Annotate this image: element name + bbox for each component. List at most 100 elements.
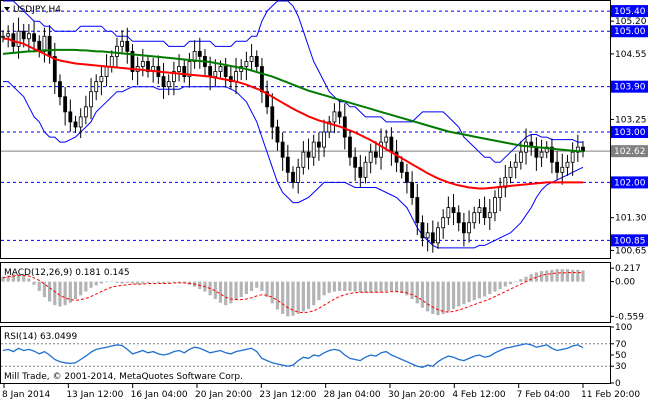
candle-body — [560, 166, 565, 173]
candle — [539, 139, 544, 168]
macd-bar — [332, 281, 337, 292]
chart-title: USDJPY,H4 — [13, 5, 61, 15]
candle — [508, 161, 513, 184]
level-badge-label: 103.90 — [614, 83, 646, 93]
candle — [306, 138, 311, 170]
macd-bar — [11, 274, 15, 282]
rsi-tick-label: 100 — [615, 323, 632, 333]
candle-body — [182, 66, 187, 77]
macd-bar — [260, 281, 264, 291]
candle-body — [456, 212, 461, 224]
macd-bar — [457, 281, 461, 307]
candle — [197, 37, 202, 69]
candle-body — [420, 222, 425, 239]
candle — [32, 21, 36, 52]
candle — [570, 142, 575, 176]
candle-body — [301, 151, 306, 168]
macd-bar — [291, 281, 295, 316]
macd-bar — [550, 269, 554, 282]
candle-body — [503, 176, 508, 188]
macd-bar — [389, 281, 393, 291]
candle-body — [467, 222, 471, 234]
macd-bar — [94, 281, 98, 286]
macd-bar — [472, 281, 476, 301]
candle-body — [306, 151, 311, 158]
macd-bar — [84, 281, 88, 292]
rsi-title: RSI(14) 63.0499 — [4, 332, 77, 342]
candle — [63, 86, 68, 126]
macd-bar — [394, 281, 399, 292]
candle — [171, 61, 176, 96]
macd-bar — [172, 281, 176, 283]
candle — [550, 138, 554, 174]
candle-body — [254, 56, 259, 67]
candle — [6, 25, 11, 48]
price-panel-frame — [0, 0, 611, 259]
candle — [363, 156, 368, 184]
candle — [120, 30, 125, 54]
candle — [358, 154, 363, 188]
macd-bar — [431, 281, 435, 314]
candle-body — [249, 56, 254, 62]
current-price-label: 102.62 — [614, 147, 646, 157]
candle — [301, 141, 306, 175]
time-tick-label: 28 Jan 04:00 — [324, 390, 381, 400]
bollinger-lower-line — [3, 81, 584, 249]
macd-bar — [136, 281, 140, 285]
candle — [68, 99, 73, 132]
macd-bar — [534, 272, 538, 282]
macd-bar — [353, 281, 357, 292]
candle — [296, 158, 301, 194]
candle — [379, 128, 383, 170]
candle-body — [68, 111, 73, 123]
time-tick-label: 11 Feb 20:00 — [581, 390, 640, 400]
candle-body — [130, 50, 135, 72]
rsi-tick-label: 50 — [615, 351, 627, 361]
candle — [513, 153, 518, 179]
triangle-down-icon[interactable] — [4, 7, 10, 11]
macd-bar — [224, 281, 228, 306]
candle — [368, 143, 373, 174]
macd-bar — [410, 281, 414, 300]
candle — [415, 183, 420, 236]
candle-body — [275, 126, 280, 143]
bollinger-bands — [3, 0, 584, 249]
macd-bar — [374, 281, 378, 293]
candle — [327, 115, 332, 139]
candle — [441, 209, 446, 239]
macd-bar — [467, 281, 471, 303]
candle — [254, 50, 259, 73]
rsi-panel-frame — [0, 326, 611, 384]
price-tick-label: 103.25 — [615, 115, 647, 125]
candle-body — [373, 151, 378, 158]
candle-body — [368, 151, 373, 163]
level-badge-label: 103.00 — [614, 128, 646, 138]
chart-title-group: USDJPY,H4 — [4, 5, 61, 15]
macd-bar — [555, 269, 559, 282]
candle-body — [223, 66, 228, 77]
candle — [275, 119, 280, 151]
level-badge-label: 102.00 — [614, 178, 646, 188]
macd-bar — [545, 270, 549, 282]
macd-bar — [167, 281, 171, 283]
candle-body — [265, 91, 270, 108]
candle — [353, 147, 358, 181]
candle-body — [296, 166, 301, 183]
candle-body — [436, 227, 440, 244]
macd-bar — [218, 281, 223, 303]
candle — [405, 163, 409, 194]
candle-body — [270, 106, 275, 128]
candle-body — [477, 207, 482, 214]
candle — [487, 199, 492, 231]
candle-body — [125, 40, 130, 52]
macd-bar — [239, 281, 243, 298]
candle-body — [513, 161, 518, 168]
candle-body — [394, 151, 399, 163]
macd-bar — [79, 281, 83, 296]
ma-red-line — [3, 37, 583, 190]
macd-bar — [58, 281, 62, 307]
candle-body — [472, 212, 477, 224]
candle — [161, 62, 166, 100]
candle — [58, 74, 62, 106]
macd-bar — [524, 276, 528, 282]
